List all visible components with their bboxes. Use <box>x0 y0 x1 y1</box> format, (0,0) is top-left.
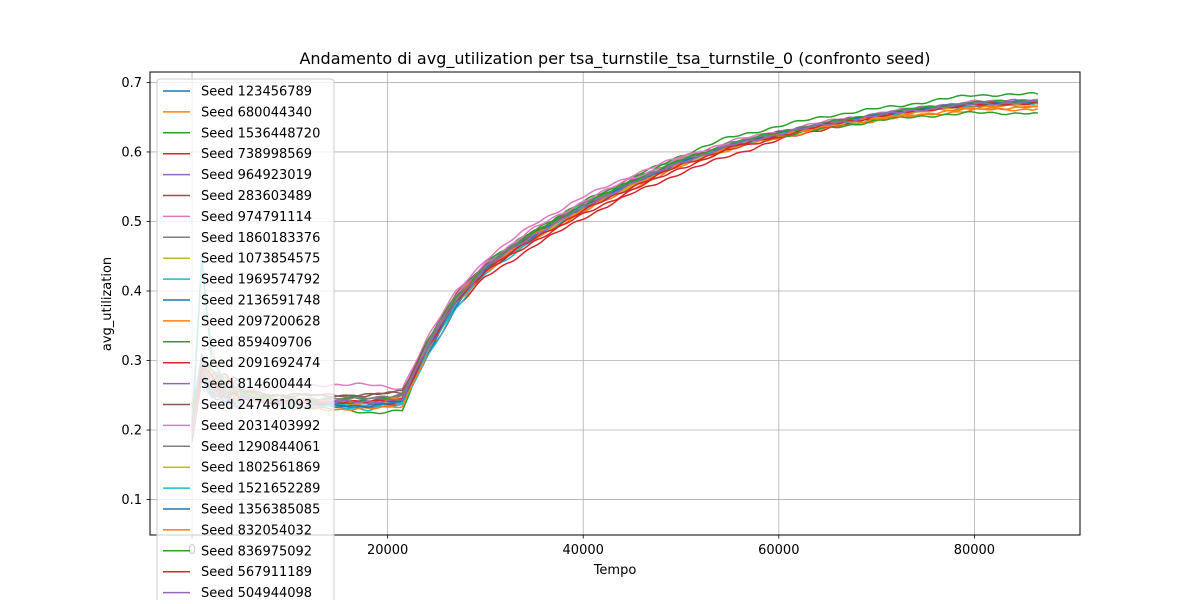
legend-label: Seed 1860183376 <box>201 231 320 246</box>
legend-label: Seed 1802561869 <box>201 461 320 476</box>
legend-label: Seed 832054032 <box>201 523 312 538</box>
y-tick-label: 0.4 <box>121 284 142 299</box>
axis-ticks: 0200004000060000800000.10.20.30.40.50.60… <box>121 76 995 558</box>
legend-label: Seed 836975092 <box>201 544 312 559</box>
legend-label: Seed 1073854575 <box>201 252 320 267</box>
legend-label: Seed 2097200628 <box>201 314 320 329</box>
legend-label: Seed 738998569 <box>201 147 312 162</box>
legend-label: Seed 2091692474 <box>201 356 320 371</box>
legend-label: Seed 2031403992 <box>201 419 320 434</box>
legend-label: Seed 964923019 <box>201 168 312 183</box>
legend-label: Seed 1521652289 <box>201 482 320 497</box>
x-tick-label: 80000 <box>954 543 995 558</box>
legend-label: Seed 974791114 <box>201 210 312 225</box>
legend-label: Seed 2136591748 <box>201 294 320 309</box>
x-tick-label: 40000 <box>563 543 604 558</box>
legend-label: Seed 123456789 <box>201 85 312 100</box>
y-tick-label: 0.2 <box>121 424 142 439</box>
chart-title: Andamento di avg_utilization per tsa_tur… <box>299 49 930 69</box>
legend-label: Seed 247461093 <box>201 398 312 413</box>
x-axis-label: Tempo <box>593 563 637 578</box>
legend-label: Seed 504944098 <box>201 586 312 600</box>
legend-label: Seed 859409706 <box>201 335 312 350</box>
legend-label: Seed 1356385085 <box>201 503 320 518</box>
y-tick-label: 0.1 <box>121 493 142 508</box>
legend-label: Seed 814600444 <box>201 377 312 392</box>
y-axis-label: avg_utilization <box>100 257 115 351</box>
legend-label: Seed 1536448720 <box>201 126 320 141</box>
legend-label: Seed 680044340 <box>201 105 312 120</box>
legend-label: Seed 1290844061 <box>201 440 320 455</box>
y-tick-label: 0.5 <box>121 215 142 230</box>
x-tick-label: 20000 <box>367 543 408 558</box>
y-tick-label: 0.3 <box>121 354 142 369</box>
plot-frame <box>149 71 1081 536</box>
x-tick-label: 60000 <box>758 543 799 558</box>
legend-box <box>156 78 335 604</box>
y-tick-label: 0.6 <box>121 145 142 160</box>
y-tick-label: 0.7 <box>121 76 142 91</box>
legend-label: Seed 283603489 <box>201 189 312 204</box>
legend-label: Seed 1969574792 <box>201 273 320 288</box>
legend: Seed 123456789 Seed 680044340 Seed 1536448… <box>156 78 335 604</box>
legend-label: Seed 567911189 <box>201 565 312 580</box>
